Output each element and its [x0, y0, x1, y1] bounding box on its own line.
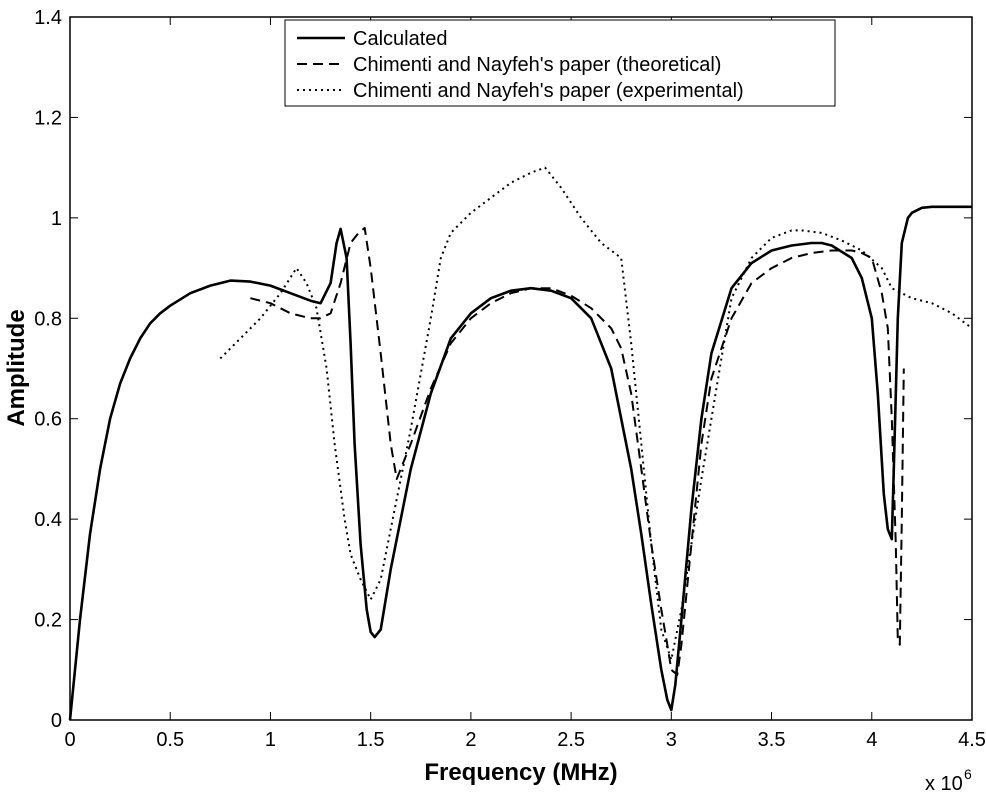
x-tick-label: 3 [666, 729, 677, 751]
x-axis: 0 0.5 1 1.5 2 2.5 3 3.5 4 4.5 [64, 17, 986, 751]
x-tick-label: 2.5 [557, 729, 585, 751]
x-tick-label: 1.5 [357, 729, 385, 751]
x-tick-label: 0.5 [156, 729, 184, 751]
x-multiplier-exponent: 6 [964, 766, 972, 782]
series-layer [68, 166, 973, 721]
legend-label-0: Calculated [353, 28, 448, 50]
x-tick-label: 2 [465, 729, 476, 751]
x-multiplier: x 10 6 [925, 766, 972, 795]
y-axis: 0 0.2 0.4 0.6 0.8 1 1.2 1.4 [34, 7, 972, 732]
y-tick-label: 0.6 [34, 409, 62, 431]
series-line-1 [250, 226, 905, 676]
plot-area [70, 17, 972, 720]
plot-frame [69, 16, 973, 721]
y-axis-label: Amplitude [3, 309, 30, 426]
y-tick-label: 0 [51, 710, 62, 732]
legend-box [284, 19, 836, 107]
y-tick-label: 0.4 [34, 509, 62, 531]
legend-label-2: Chimenti and Nayfeh's paper (experimenta… [353, 80, 744, 102]
series-line-0 [68, 205, 972, 721]
x-tick-label: 0 [64, 729, 75, 751]
x-tick-label: 4 [866, 729, 877, 751]
x-tick-label: 4.5 [958, 729, 986, 751]
legend: Calculated Chimenti and Nayfeh's paper (t… [284, 19, 836, 107]
y-tick-label: 0.2 [34, 610, 62, 632]
y-tick-label: 1.4 [34, 7, 62, 29]
y-tick-label: 1.2 [34, 107, 62, 129]
legend-label-1: Chimenti and Nayfeh's paper (theoretical… [353, 54, 721, 76]
x-axis-label: Frequency (MHz) [424, 759, 617, 786]
x-tick-label: 1 [265, 729, 276, 751]
series-line-2 [219, 166, 973, 661]
y-tick-label: 1 [51, 208, 62, 230]
y-tick-label: 0.8 [34, 308, 62, 330]
x-tick-label: 3.5 [758, 729, 786, 751]
x-multiplier-base: x 10 [925, 773, 963, 795]
